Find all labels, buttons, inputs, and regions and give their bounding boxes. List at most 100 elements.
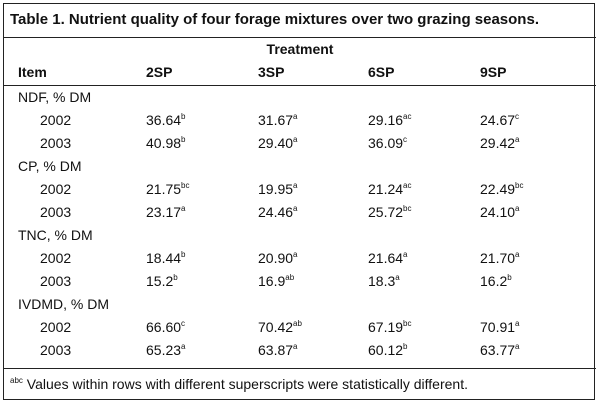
cell-superscript: a [515, 342, 520, 351]
cell-superscript: bc [403, 204, 412, 213]
cell-value: 24.46 [258, 204, 294, 220]
cell: 22.49bc [480, 180, 524, 198]
cell-superscript: a [515, 319, 520, 328]
cell-superscript: a [293, 112, 298, 121]
row-year: 2002 [40, 181, 72, 197]
cell: 21.64a [368, 249, 408, 267]
cell: 63.77a [480, 341, 520, 359]
group-header: Treatment [266, 41, 334, 57]
cell-value: 24.67 [480, 112, 516, 128]
cell: 20.90a [258, 249, 298, 267]
cell: 36.64b [146, 111, 186, 129]
cell-superscript: b [507, 273, 512, 282]
section-label: NDF, % DM [18, 89, 92, 105]
cell: 16.9ab [258, 272, 294, 290]
section-label: CP, % DM [18, 158, 82, 174]
cell-superscript: b [181, 250, 186, 259]
cell: 29.42a [480, 134, 520, 152]
table-title: Table 1. Nutrient quality of four forage… [10, 11, 539, 28]
cell-value: 16.9 [258, 273, 286, 289]
cell-superscript: a [293, 342, 298, 351]
rule [3, 85, 596, 86]
cell: 24.10a [480, 203, 520, 221]
cell-superscript: a [293, 135, 298, 144]
cell-value: 63.77 [480, 342, 516, 358]
cell-value: 18.44 [146, 250, 182, 266]
cell-value: 16.2 [480, 273, 508, 289]
footnote: abc Values within rows with different su… [10, 375, 468, 393]
column-header: 2SP [146, 64, 173, 80]
cell: 24.46a [258, 203, 298, 221]
cell-value: 31.67 [258, 112, 294, 128]
cell-value: 66.60 [146, 319, 182, 335]
cell: 70.91a [480, 318, 520, 336]
cell-value: 19.95 [258, 181, 294, 197]
cell: 67.19bc [368, 318, 412, 336]
cell-superscript: a [293, 181, 298, 190]
cell: 25.72bc [368, 203, 412, 221]
cell-value: 63.87 [258, 342, 294, 358]
row-year: 2002 [40, 250, 72, 266]
cell: 18.44b [146, 249, 186, 267]
cell-value: 21.70 [480, 250, 516, 266]
cell-superscript: a [293, 204, 298, 213]
cell: 40.98b [146, 134, 186, 152]
cell: 16.2b [480, 272, 512, 290]
row-year: 2003 [40, 342, 72, 358]
table-border [3, 3, 595, 400]
column-header: 6SP [368, 64, 395, 80]
cell: 18.3a [368, 272, 400, 290]
cell-value: 24.10 [480, 204, 516, 220]
cell-value: 21.24 [368, 181, 404, 197]
cell-value: 21.75 [146, 181, 182, 197]
cell-superscript: a [515, 135, 520, 144]
cell: 70.42ab [258, 318, 302, 336]
cell-superscript: a [181, 204, 186, 213]
cell-superscript: bc [403, 319, 412, 328]
footnote-superscript: abc [10, 376, 23, 385]
cell-value: 70.91 [480, 319, 516, 335]
cell-superscript: b [181, 112, 186, 121]
cell-value: 29.16 [368, 112, 404, 128]
column-header: 3SP [258, 64, 285, 80]
cell-superscript: a [403, 250, 408, 259]
row-year: 2003 [40, 204, 72, 220]
cell: 29.40a [258, 134, 298, 152]
cell-value: 65.23 [146, 342, 182, 358]
section-label: TNC, % DM [18, 227, 93, 243]
cell: 21.70a [480, 249, 520, 267]
cell: 63.87a [258, 341, 298, 359]
cell-value: 23.17 [146, 204, 182, 220]
cell-superscript: a [395, 273, 400, 282]
cell-value: 29.40 [258, 135, 294, 151]
row-year: 2002 [40, 319, 72, 335]
cell-value: 36.09 [368, 135, 404, 151]
cell-value: 21.64 [368, 250, 404, 266]
cell-superscript: ac [403, 181, 412, 190]
section-label: IVDMD, % DM [18, 296, 109, 312]
cell-value: 36.64 [146, 112, 182, 128]
cell: 15.2b [146, 272, 178, 290]
rule [3, 368, 596, 369]
cell-superscript: b [173, 273, 178, 282]
cell-superscript: ab [293, 319, 302, 328]
row-year: 2003 [40, 135, 72, 151]
cell-superscript: a [515, 204, 520, 213]
cell-superscript: ab [285, 273, 295, 282]
cell-superscript: c [515, 112, 520, 121]
cell: 24.67c [480, 111, 519, 129]
cell-value: 22.49 [480, 181, 516, 197]
row-year: 2003 [40, 273, 72, 289]
cell-superscript: c [403, 135, 408, 144]
cell-superscript: bc [181, 181, 190, 190]
cell: 19.95a [258, 180, 298, 198]
cell-value: 18.3 [368, 273, 396, 289]
cell: 60.12b [368, 341, 408, 359]
cell-value: 29.42 [480, 135, 516, 151]
column-header: 9SP [480, 64, 507, 80]
cell-superscript: a [293, 250, 298, 259]
cell-value: 15.2 [146, 273, 174, 289]
cell-value: 60.12 [368, 342, 404, 358]
cell: 21.75bc [146, 180, 190, 198]
cell-value: 25.72 [368, 204, 404, 220]
